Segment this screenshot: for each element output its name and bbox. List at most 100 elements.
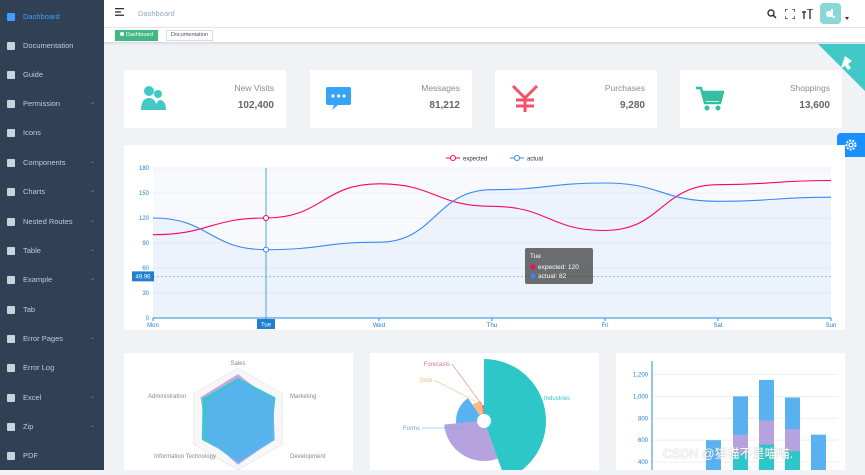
sidebar-item-error-log[interactable]: Error Log: [0, 353, 104, 382]
tag-documentation[interactable]: Documentation: [166, 30, 213, 41]
panel-value: 102,400: [237, 100, 274, 111]
bar-segment: [811, 434, 826, 473]
line-chart-card: 0 30 60 90 120 150 180 Mon Wed Thu Fri Sat Sun expect…: [124, 145, 845, 330]
radar-indicator-label: Administration: [148, 394, 186, 400]
sidebar-item-label: Error Pages: [23, 334, 64, 343]
pie-chart: Industries Forms Gold Forecasts: [403, 359, 570, 475]
tag-dashboard[interactable]: Dashboard: [115, 30, 158, 41]
chevron-down-icon: ⌄: [89, 247, 95, 253]
sidebar-item-components[interactable]: Components ⌄: [0, 148, 104, 177]
sidebar-item-tab[interactable]: Tab: [0, 295, 104, 324]
bar-chart-card: 400 600 800 1,000 1,200: [616, 353, 845, 473]
x-tick-label: Mon: [147, 323, 159, 329]
sidebar-item-dashboard[interactable]: Dashboard: [0, 2, 104, 31]
x-tick-label: Thu: [487, 323, 497, 329]
sidebar-item-label: Error Log: [23, 363, 55, 372]
sidebar-item-guide[interactable]: Guide: [0, 60, 104, 89]
sidebar-item-pdf[interactable]: PDF: [0, 441, 104, 470]
components-icon: [7, 158, 15, 167]
panel-messages[interactable]: Messages 81,212: [310, 70, 472, 128]
caret-down-icon[interactable]: [845, 17, 849, 20]
sidebar-item-label: Dashboard: [23, 12, 60, 21]
table-icon: [7, 246, 15, 255]
font-size-icon[interactable]: [802, 9, 813, 19]
breadcrumb[interactable]: Dashboard: [138, 9, 175, 18]
data-point-actual: [263, 246, 269, 253]
sidebar-item-label: Icons: [23, 128, 41, 137]
y-tick-label: 120: [139, 216, 150, 222]
legend-marker: [514, 155, 520, 161]
sidebar-item-permission[interactable]: Permission ⌄: [0, 89, 104, 118]
x-tick-label: Wed: [373, 323, 385, 329]
data-point-expected: [263, 215, 269, 221]
pie-hole: [477, 414, 491, 428]
chevron-down-icon: ⌄: [89, 100, 95, 106]
panel-new-visits[interactable]: New Visits 102,400: [124, 70, 286, 128]
search-icon[interactable]: [767, 9, 777, 19]
sidebar: Dashboard Documentation Guide Permission ⌄ Ic…: [0, 0, 104, 470]
panel-title: New Visits: [234, 83, 274, 93]
sidebar-item-error-pages[interactable]: Error Pages ⌄: [0, 324, 104, 353]
bar-segment: [785, 451, 800, 473]
chevron-down-icon: ⌄: [89, 276, 95, 282]
zip-icon: [7, 422, 15, 431]
panel-title: Purchases: [604, 83, 645, 93]
github-corner-icon[interactable]: [818, 44, 865, 91]
x-tick-label: Fri: [602, 323, 609, 329]
sidebar-item-label: Guide: [23, 70, 44, 79]
radar-indicator-label: Development: [290, 454, 326, 460]
tab-icon: [7, 305, 15, 314]
chevron-down-icon: ⌄: [89, 423, 95, 429]
tags-view: Dashboard Documentation: [104, 28, 865, 43]
watermark: CSDN @猫猫不是喵喵.: [663, 447, 794, 461]
chevron-down-icon: ⌄: [89, 218, 95, 224]
x-tick-label: Sun: [826, 323, 837, 329]
pie-slice-technology: [444, 421, 498, 461]
chevron-down-icon: ⌄: [89, 159, 95, 165]
error-pages-icon: [7, 334, 15, 343]
radar-chart: Sales Marketing Development Information Tec…: [148, 361, 326, 471]
pie-slice-industries: [484, 359, 546, 475]
sidebar-item-zip[interactable]: Zip ⌄: [0, 412, 104, 441]
sidebar-item-label: Permission: [23, 99, 61, 108]
y-tick-label: 1,000: [633, 394, 649, 400]
sidebar-item-table[interactable]: Table ⌄: [0, 236, 104, 265]
bar-segment: [759, 444, 774, 473]
avatar[interactable]: [820, 3, 841, 24]
tooltip-title: Tue: [530, 253, 541, 260]
message-icon: [326, 87, 351, 110]
excel-icon: [7, 393, 15, 402]
panel-title: Messages: [421, 83, 460, 93]
y-tick-label: 150: [139, 191, 150, 197]
sidebar-item-charts[interactable]: Charts ⌄: [0, 177, 104, 206]
sidebar-item-example[interactable]: Example ⌄: [0, 265, 104, 294]
tooltip-marker: [530, 264, 536, 270]
fullscreen-icon[interactable]: [785, 9, 795, 19]
sidebar-item-label: PDF: [23, 451, 38, 460]
lock-icon: [7, 99, 15, 108]
hamburger-icon[interactable]: [115, 8, 124, 16]
sidebar-item-label: Zip: [23, 422, 34, 431]
panel-purchases[interactable]: Purchases 9,280: [495, 70, 657, 128]
radar-indicator-label: Information Technology: [154, 454, 216, 460]
guide-icon: [7, 70, 15, 79]
y-tick-label: 800: [638, 416, 649, 422]
sidebar-item-excel[interactable]: Excel ⌄: [0, 383, 104, 412]
panel-value: 13,600: [799, 100, 830, 111]
chevron-down-icon: ⌄: [89, 335, 95, 341]
pie-label-line: [433, 379, 476, 402]
documentation-icon: [7, 41, 15, 50]
sidebar-item-label: Excel: [23, 393, 42, 402]
radar-indicator-label: Marketing: [290, 394, 316, 400]
radar-chart-card: Sales Marketing Development Information Tec…: [124, 353, 353, 471]
y-tick-label: 90: [142, 241, 149, 247]
radar-indicator-label: Sales: [230, 361, 245, 367]
x-tick-label: Sat: [713, 323, 722, 329]
panel-shoppings[interactable]: Shoppings 13,600: [680, 70, 842, 128]
pie-label-line: [451, 363, 483, 406]
sidebar-item-icons[interactable]: Icons: [0, 118, 104, 147]
sidebar-item-nested-routes[interactable]: Nested Routes ⌄: [0, 207, 104, 236]
sidebar-item-documentation[interactable]: Documentation: [0, 31, 104, 60]
navbar: Dashboard: [104, 0, 865, 28]
y-tick-label: 30: [142, 291, 149, 297]
